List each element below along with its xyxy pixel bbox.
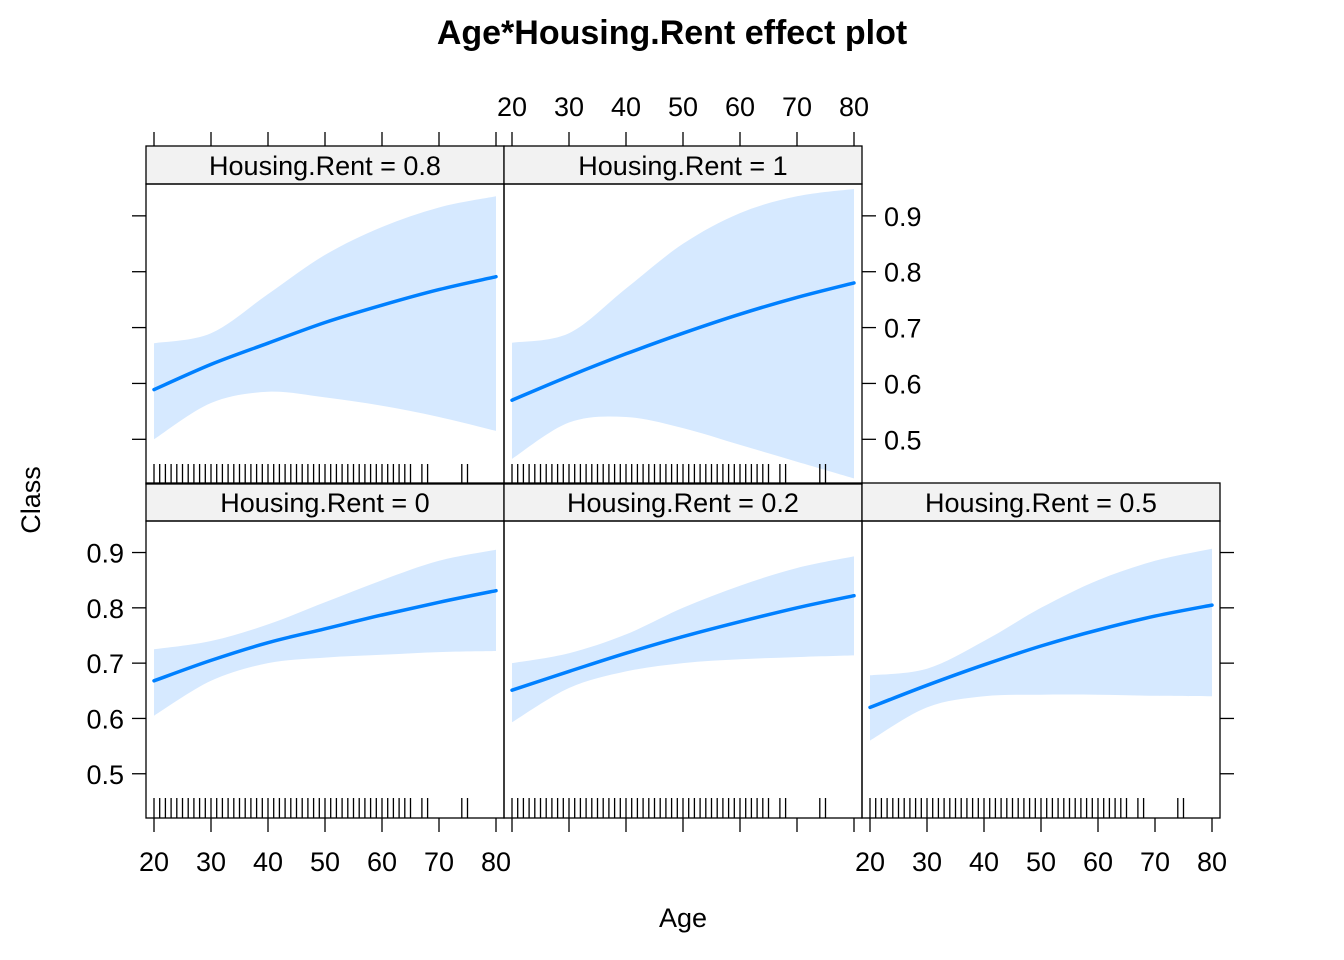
x-tick-label: 20 <box>855 847 885 877</box>
y-tick-label: 0.5 <box>86 760 124 790</box>
fit-line <box>868 603 1214 710</box>
strip-label: Housing.Rent = 0.2 <box>567 488 799 518</box>
x-tick-label: 80 <box>481 847 511 877</box>
y-axis-title: Class <box>16 466 46 534</box>
strip <box>503 145 863 185</box>
y-tick-label: 0.7 <box>86 649 124 679</box>
x-tick-label: 70 <box>1140 847 1170 877</box>
x-tick-label: 20 <box>497 92 527 122</box>
panel: Housing.Rent = 0.5 <box>861 482 1221 819</box>
strip-label: Housing.Rent = 0.5 <box>925 488 1157 518</box>
y-tick-label: 0.9 <box>884 202 922 232</box>
panel: Housing.Rent = 0 <box>145 482 505 819</box>
x-tick-label: 80 <box>1197 847 1227 877</box>
strip-label: Housing.Rent = 1 <box>578 151 787 181</box>
x-tick-label: 80 <box>839 92 869 122</box>
fit-line <box>152 274 498 392</box>
x-tick-label: 40 <box>969 847 999 877</box>
x-tick-label: 60 <box>725 92 755 122</box>
x-axis-title: Age <box>659 903 707 933</box>
panel: Housing.Rent = 0.2 <box>503 482 863 819</box>
x-tick-label: 40 <box>253 847 283 877</box>
y-tick-label: 0.8 <box>884 258 922 288</box>
panel: Housing.Rent = 1 <box>503 145 863 485</box>
x-tick-label: 60 <box>367 847 397 877</box>
x-tick-label: 30 <box>196 847 226 877</box>
x-tick-label: 20 <box>139 847 169 877</box>
axes: 20 30 40 50 60 70 80 20 30 40 50 60 70 80 20 30 40 50 60 70… <box>86 92 1234 877</box>
confidence-band <box>154 196 496 440</box>
x-tick-label: 60 <box>1083 847 1113 877</box>
y-tick-label: 0.6 <box>884 369 922 399</box>
strip <box>145 482 505 522</box>
x-tick-label: 30 <box>554 92 584 122</box>
y-tick-label: 0.6 <box>86 704 124 734</box>
y-tick-label: 0.9 <box>86 539 124 569</box>
x-tick-label: 70 <box>782 92 812 122</box>
x-tick-label: 40 <box>611 92 641 122</box>
x-tick-label: 50 <box>1026 847 1056 877</box>
y-tick-label: 0.7 <box>884 314 922 344</box>
x-tick-label: 70 <box>424 847 454 877</box>
strip-label: Housing.Rent = 0.8 <box>209 151 441 181</box>
x-tick-label: 30 <box>912 847 942 877</box>
strip-label: Housing.Rent = 0 <box>220 488 429 518</box>
fit-line <box>152 588 498 683</box>
chart-title: Age*Housing.Rent effect plot <box>437 14 907 52</box>
fit-line <box>510 593 856 692</box>
panel: Housing.Rent = 0.8 <box>145 145 505 485</box>
fit-line <box>510 281 856 402</box>
x-tick-label: 50 <box>668 92 698 122</box>
panels-layer: Housing.Rent = 0 Housing.Rent = 0.2 Housin… <box>86 92 1234 877</box>
strip <box>861 482 1221 522</box>
x-tick-label: 50 <box>310 847 340 877</box>
panel-border <box>503 183 863 485</box>
y-tick-label: 0.8 <box>86 594 124 624</box>
confidence-band <box>154 549 496 716</box>
y-tick-label: 0.5 <box>884 425 922 455</box>
confidence-band <box>512 556 854 723</box>
